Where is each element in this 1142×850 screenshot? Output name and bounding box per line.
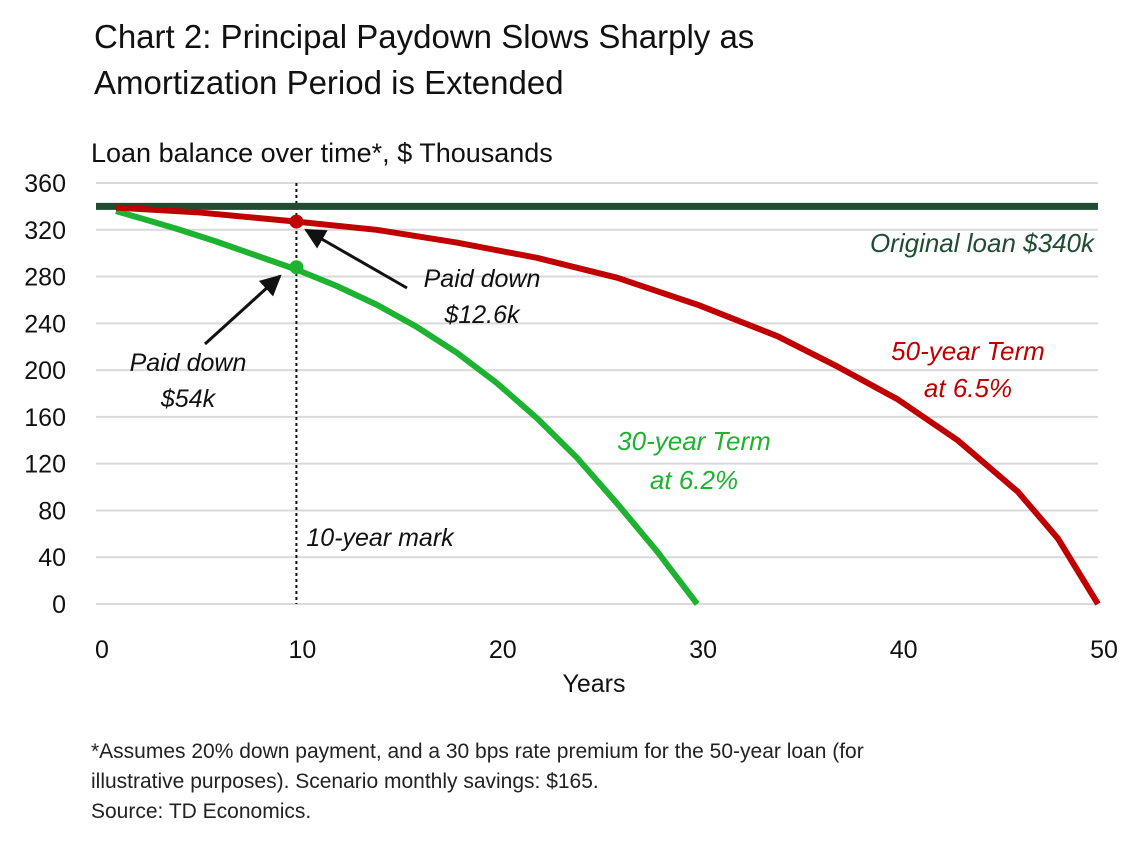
series-label-term30-rate: at 6.2% [650,465,738,495]
footnote-line-2: illustrative purposes). Scenario monthly… [91,770,599,793]
series-label-term50-rate: at 6.5% [924,373,1012,403]
y-tick-label: 120 [24,451,66,479]
y-tick-label: 320 [24,217,66,245]
y-tick-label: 160 [24,404,66,432]
series-label-original: Original loan $340k [870,228,1096,258]
data-point-marker-term50 [289,214,304,229]
series-label-term50: 50-year Term [891,336,1045,366]
footnote-line-1: *Assumes 20% down payment, and a 30 bps … [91,740,864,763]
x-tick-label: 50 [1090,636,1118,664]
ten-year-mark-label: 10-year mark [306,524,455,552]
data-point-marker-term30 [289,260,304,275]
x-tick-label: 20 [489,636,517,664]
annotation-paid-down-50: Paid down [424,265,541,293]
x-axis-label: Years [562,670,625,698]
annotation-arrow-50 [304,228,408,290]
chart-title-line-2: Amortization Period is Extended [94,64,564,101]
y-tick-label: 360 [24,170,66,198]
annotation-amount-30: $54k [160,385,217,413]
annotation-paid-down-30: Paid down [130,349,247,377]
chart-title-line-1: Chart 2: Principal Paydown Slows Sharply… [94,18,755,55]
chart-title: Chart 2: Principal Paydown Slows Sharply… [94,14,1094,106]
series-line-term50 [115,204,1101,606]
source-note: Source: TD Economics. [91,800,312,823]
y-tick-label: 80 [38,497,66,525]
y-tick-label: 0 [52,591,66,619]
x-tick-label: 40 [890,636,918,664]
annotation-amount-50: $12.6k [443,301,521,329]
series-line-term30 [115,208,700,606]
y-tick-label: 280 [24,264,66,292]
y-tick-label: 200 [24,357,66,385]
chart-subtitle: Loan balance over time*, $ Thousands [91,138,553,168]
y-tick-label: 40 [38,544,66,572]
annotation-arrow-30 [203,274,282,346]
x-tick-label: 0 [95,636,109,664]
series-label-term30: 30-year Term [617,426,771,456]
x-tick-label: 30 [689,636,717,664]
x-tick-label: 10 [288,636,316,664]
y-tick-label: 240 [24,310,66,338]
line-chart: 0 40 80 120 160 200 240 280 320 360 0 10 20 30 40 50 Yea… [24,170,1118,698]
footnote: *Assumes 20% down payment, and a 30 bps … [91,737,864,827]
